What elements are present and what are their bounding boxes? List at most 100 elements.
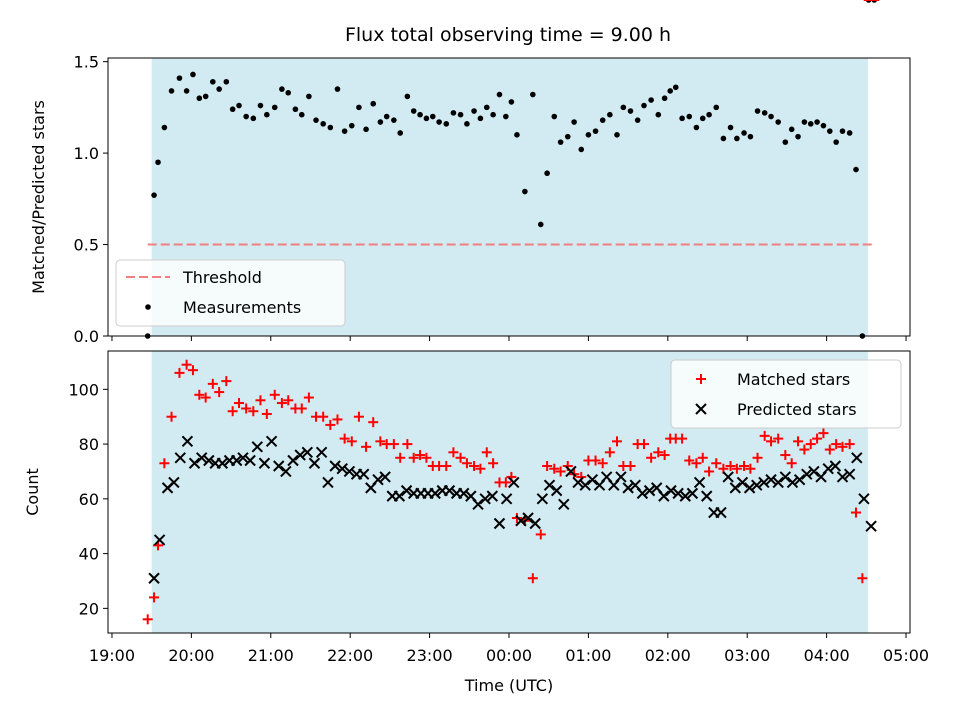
measurement-point bbox=[699, 115, 706, 122]
measurement-point bbox=[661, 95, 668, 102]
matched-star-point bbox=[739, 460, 750, 471]
matched-star-point bbox=[174, 367, 185, 378]
legend-matched-label: Matched stars bbox=[737, 370, 850, 389]
top-y-tick-label: 0.0 bbox=[74, 327, 99, 346]
matched-star-point bbox=[590, 455, 601, 466]
measurement-point bbox=[522, 188, 528, 195]
measurement-point bbox=[747, 133, 754, 140]
measurement-point bbox=[634, 117, 641, 123]
predicted-star-point bbox=[558, 498, 570, 511]
predicted-star-point bbox=[294, 449, 306, 461]
measurement-point bbox=[788, 126, 795, 133]
bottom-y-tick-label: 80 bbox=[79, 435, 99, 454]
predicted-star-point bbox=[280, 465, 292, 478]
measurement-point bbox=[383, 113, 390, 120]
predicted-star-point bbox=[429, 487, 441, 500]
predicted-star-point bbox=[153, 534, 166, 546]
measurement-point bbox=[679, 115, 685, 122]
predicted-star-point bbox=[722, 471, 734, 483]
x-tick-label: 05:00 bbox=[883, 646, 929, 665]
top-y-tick-label: 0.5 bbox=[74, 236, 99, 255]
x-tick-label: 23:00 bbox=[407, 646, 453, 665]
matched-star-point bbox=[469, 460, 480, 471]
matched-star-point bbox=[752, 452, 763, 463]
legend-matched-swatch bbox=[696, 374, 706, 384]
measurement-point bbox=[557, 139, 564, 145]
x-tick-label: 04:00 bbox=[804, 646, 850, 665]
measurement-point bbox=[795, 133, 801, 140]
matched-star-point bbox=[766, 436, 777, 447]
predicted-star-point bbox=[565, 465, 577, 478]
matched-star-point bbox=[283, 395, 294, 406]
matched-star-point bbox=[227, 406, 238, 417]
measurement-point bbox=[614, 132, 620, 138]
measurement-point bbox=[627, 108, 634, 114]
measurement-point bbox=[620, 104, 627, 111]
predicted-star-point bbox=[458, 487, 470, 500]
matched-star-point bbox=[646, 452, 657, 463]
matched-star-point bbox=[653, 447, 664, 458]
matched-star-point bbox=[857, 573, 868, 584]
matched-star-point bbox=[812, 433, 823, 444]
matched-star-point bbox=[805, 439, 816, 450]
matched-star-point bbox=[773, 433, 784, 444]
matched-star-point bbox=[527, 573, 538, 584]
predicted-star-point bbox=[308, 457, 321, 469]
top-panel: 0.0 0.5 1.0 1.5 Matched/Predicted stars Thr… bbox=[29, 0, 911, 346]
measurement-point bbox=[693, 124, 700, 131]
measurement-point bbox=[827, 128, 833, 134]
matched-star-point bbox=[221, 376, 232, 387]
matched-star-point bbox=[535, 529, 546, 540]
matched-star-point bbox=[851, 507, 862, 518]
bottom-panel: 20 40 60 80 100 19:00 20:00 21:00 22:00 23:00 00:… bbox=[23, 0, 929, 695]
matched-star-point bbox=[415, 450, 426, 461]
matched-star-point bbox=[786, 458, 797, 469]
matched-star-point bbox=[745, 463, 756, 474]
predicted-star-point bbox=[443, 484, 456, 497]
matched-star-point bbox=[353, 411, 364, 422]
measurement-point bbox=[782, 139, 789, 145]
measurement-point bbox=[417, 111, 423, 118]
predicted-star-point bbox=[686, 487, 699, 500]
measurement-point bbox=[313, 117, 319, 123]
measurement-point bbox=[436, 119, 442, 125]
measurement-point bbox=[503, 113, 509, 120]
measurement-point bbox=[370, 100, 377, 107]
matched-star-point bbox=[824, 444, 835, 455]
matched-star-point bbox=[187, 365, 198, 376]
matched-star-point bbox=[684, 455, 695, 466]
measurement-point bbox=[279, 86, 285, 92]
predicted-star-point bbox=[858, 493, 870, 505]
matched-star-point bbox=[421, 452, 432, 463]
matched-star-point bbox=[200, 392, 211, 403]
measurement-point bbox=[176, 75, 183, 81]
measurement-point bbox=[264, 111, 270, 118]
predicted-star-point bbox=[522, 512, 534, 524]
measurement-point bbox=[377, 119, 384, 125]
measurement-point bbox=[285, 89, 292, 96]
predicted-star-point bbox=[743, 482, 756, 494]
matched-star-point bbox=[166, 411, 177, 422]
x-tick-label: 22:00 bbox=[327, 646, 373, 665]
x-tick-label: 19:00 bbox=[89, 646, 135, 665]
matched-star-point bbox=[759, 430, 770, 441]
measurement-point bbox=[183, 88, 190, 94]
matched-star-point bbox=[395, 452, 406, 463]
measurement-point bbox=[327, 124, 334, 131]
measurement-point bbox=[514, 132, 520, 138]
predicted-star-point bbox=[273, 460, 285, 472]
predicted-star-point bbox=[244, 454, 256, 467]
measurement-point bbox=[585, 132, 592, 138]
matched-star-point bbox=[711, 458, 722, 469]
predicted-star-point bbox=[765, 473, 777, 486]
matched-star-point bbox=[488, 458, 499, 469]
matched-star-point bbox=[604, 447, 615, 458]
predicted-star-point bbox=[486, 490, 499, 502]
predicted-star-point bbox=[701, 490, 713, 502]
chart-title: Flux total observing time = 9.00 h bbox=[345, 24, 671, 46]
predicted-star-point bbox=[693, 476, 706, 489]
legend-predicted-label: Predicted stars bbox=[737, 400, 857, 419]
predicted-star-point bbox=[336, 463, 348, 475]
predicted-star-point bbox=[148, 572, 160, 584]
predicted-star-point bbox=[287, 454, 299, 467]
